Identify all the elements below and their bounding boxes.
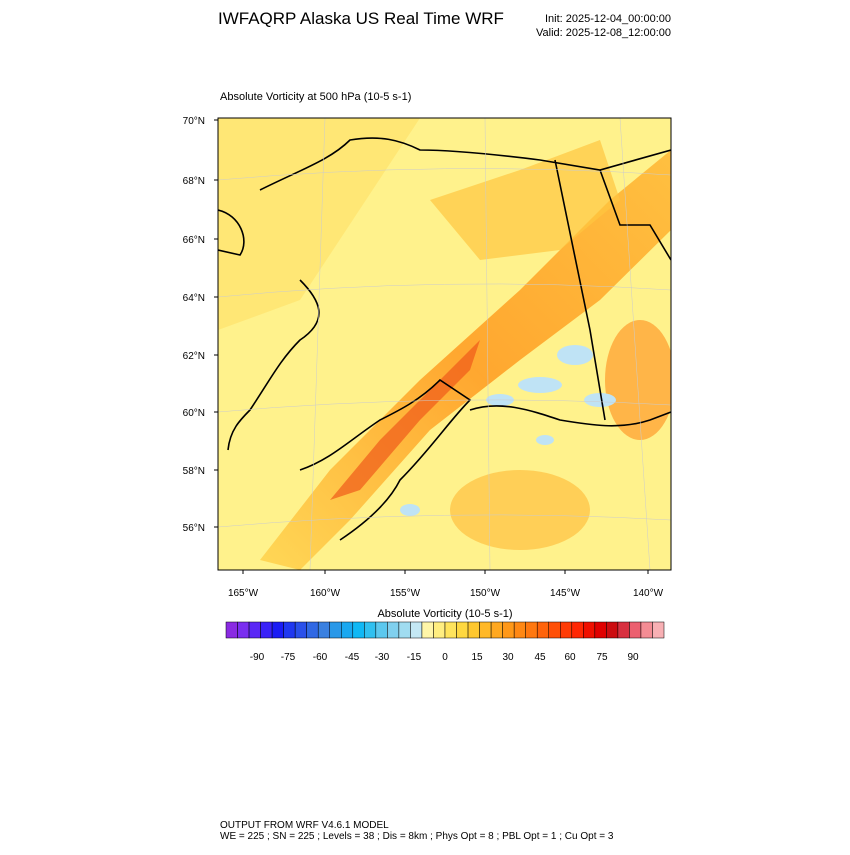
colorbar-swatch (513, 621, 526, 639)
colorbar-swatch (248, 621, 261, 639)
colorbar-swatch (652, 621, 665, 639)
lat-label: 70°N (183, 116, 205, 127)
colorbar-label: -90 (250, 652, 265, 663)
colorbar-swatch (583, 621, 596, 639)
colorbar-swatch (456, 621, 469, 639)
colorbar-swatch (640, 621, 653, 639)
colorbar-swatch (260, 621, 273, 639)
colorbar-swatch (571, 621, 584, 639)
colorbar-swatch (560, 621, 573, 639)
colorbar-swatch (502, 621, 515, 639)
colorbar-swatch (606, 621, 619, 639)
valid-time: Valid: 2025-12-08_12:00:00 (536, 27, 671, 39)
lat-label: 62°N (183, 351, 205, 362)
colorbar-swatch (410, 621, 423, 639)
colorbar-label: -45 (345, 652, 360, 663)
lat-label: 68°N (183, 176, 205, 187)
colorbar-swatch (341, 621, 354, 639)
lat-label: 64°N (183, 293, 205, 304)
lon-label: 150°W (470, 588, 501, 599)
colorbar-label: 90 (627, 652, 639, 663)
colorbar-label: 0 (442, 652, 448, 663)
colorbar-label: 45 (534, 652, 546, 663)
colorbar-swatch (433, 621, 446, 639)
colorbar-label: -30 (375, 652, 390, 663)
lon-label: 140°W (633, 588, 664, 599)
colorbar-label: 30 (502, 652, 514, 663)
colorbar-swatch (467, 621, 480, 639)
lon-label: 145°W (550, 588, 581, 599)
colorbar-title: Absolute Vorticity (10-5 s-1) (377, 608, 512, 620)
colorbar-swatch (617, 621, 630, 639)
colorbar-swatch (271, 621, 284, 639)
title: IWFAQRP Alaska US Real Time WRF (218, 9, 504, 28)
colorbar-swatch (398, 621, 411, 639)
lat-label: 60°N (183, 408, 205, 419)
init-time: Init: 2025-12-04_00:00:00 (545, 13, 671, 25)
colorbar-swatch (225, 621, 238, 639)
colorbar-swatch (525, 621, 538, 639)
colorbar-swatch (594, 621, 607, 639)
colorbar-swatch (306, 621, 319, 639)
footer-line: OUTPUT FROM WRF V4.6.1 MODEL (220, 820, 389, 831)
lat-label: 56°N (183, 523, 205, 534)
colorbar-swatch (364, 621, 377, 639)
colorbar-swatch (548, 621, 561, 639)
colorbar-label: -75 (281, 652, 296, 663)
colorbar-label: 75 (596, 652, 608, 663)
colorbar-swatch (444, 621, 457, 639)
colorbar (225, 621, 665, 639)
colorbar-swatch (387, 621, 400, 639)
colorbar-swatch (329, 621, 342, 639)
footer-line: WE = 225 ; SN = 225 ; Levels = 38 ; Dis … (220, 831, 614, 842)
colorbar-swatch (536, 621, 549, 639)
colorbar-swatch (317, 621, 330, 639)
colorbar-swatch (479, 621, 492, 639)
colorbar-swatch (421, 621, 434, 639)
colorbar-swatch (490, 621, 503, 639)
lon-label: 165°W (228, 588, 259, 599)
lon-label: 160°W (310, 588, 341, 599)
lat-label: 58°N (183, 466, 205, 477)
colorbar-swatch (375, 621, 388, 639)
colorbar-swatch (283, 621, 296, 639)
lon-label: 155°W (390, 588, 421, 599)
lat-label: 66°N (183, 235, 205, 246)
subtitle: Absolute Vorticity at 500 hPa (10-5 s-1) (220, 91, 411, 103)
colorbar-swatch (294, 621, 307, 639)
colorbar-swatch (352, 621, 365, 639)
map-field (218, 118, 671, 570)
map-frame (217, 117, 672, 571)
colorbar-label: -15 (407, 652, 422, 663)
colorbar-swatch (629, 621, 642, 639)
colorbar-label: -60 (313, 652, 328, 663)
colorbar-label: 15 (471, 652, 483, 663)
colorbar-label: 60 (564, 652, 576, 663)
colorbar-swatch (237, 621, 250, 639)
